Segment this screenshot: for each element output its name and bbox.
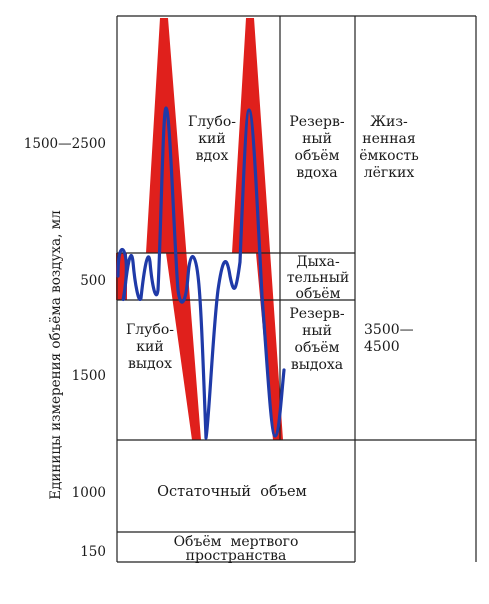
label-line: объём xyxy=(295,340,340,356)
label-line: ёмкость xyxy=(359,148,419,164)
y-tick-label: 1500 xyxy=(72,368,106,384)
y-tick-labels: 1500—2500 500 1500 1000 150 xyxy=(24,136,106,560)
label-line: Объём мертвого xyxy=(174,534,299,550)
label-line: Резерв- xyxy=(289,114,344,130)
deep-inhale-label: Глубо- кий вдох xyxy=(188,114,236,164)
label-line: ненная xyxy=(362,131,416,147)
inspiratory-reserve-label: Резерв- ный объём вдоха xyxy=(289,114,344,181)
label-line: Дыха- xyxy=(296,254,340,270)
vital-capacity-value: 3500— 4500 xyxy=(364,322,414,355)
label-line: Жиз- xyxy=(370,114,408,130)
label-line: выдоха xyxy=(291,357,343,373)
label-line: лёгких xyxy=(364,165,415,181)
label-line: объём xyxy=(296,286,341,302)
tidal-volume-label: Дыха- тельный объём xyxy=(287,254,349,302)
label-line: ный xyxy=(302,323,332,339)
label-line: вдоха xyxy=(296,165,337,181)
label-line: 3500— xyxy=(364,322,414,338)
dead-space-label: Объём мертвого пространства xyxy=(174,534,299,564)
label-line: кий xyxy=(198,131,225,147)
label-line: 4500 xyxy=(364,339,400,355)
label-line: Резерв- xyxy=(289,306,344,322)
y-tick-label: 150 xyxy=(80,544,106,560)
label-line: пространства xyxy=(186,548,287,564)
y-tick-label: 500 xyxy=(80,273,106,289)
residual-volume-label: Остаточный объем xyxy=(157,484,307,500)
vital-capacity-label: Жиз- ненная ёмкость лёгких xyxy=(359,114,419,181)
expiratory-reserve-label: Резерв- ный объём выдоха xyxy=(289,306,344,373)
label-line: кий xyxy=(136,339,163,355)
label-line: выдох xyxy=(128,356,172,372)
deep-exhale-label: Глубо- кий выдох xyxy=(126,322,174,372)
label-line: объём xyxy=(295,148,340,164)
label-line: вдох xyxy=(196,148,229,164)
diagram-frame xyxy=(116,15,477,563)
y-axis-title: Единицы измерения объёма воздуха, мл xyxy=(48,210,64,500)
label-line: Глубо- xyxy=(188,114,236,130)
label-line: тельный xyxy=(287,270,349,286)
y-tick-label: 1500—2500 xyxy=(24,136,106,152)
breathing-curve xyxy=(116,106,286,440)
label-line: ный xyxy=(302,131,332,147)
label-line: Глубо- xyxy=(126,322,174,338)
y-tick-label: 1000 xyxy=(72,485,106,501)
